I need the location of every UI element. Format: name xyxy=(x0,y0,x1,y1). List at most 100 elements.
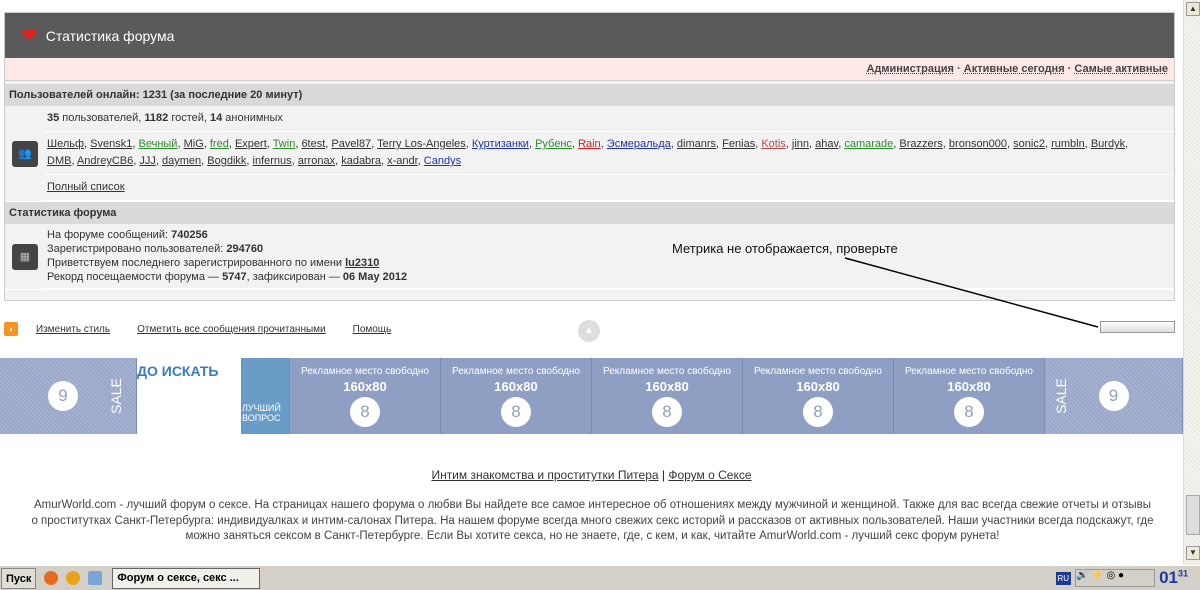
scroll-top-icon[interactable]: ▲ xyxy=(578,320,600,342)
online-user-link[interactable]: Rain xyxy=(578,138,601,150)
heart-icon: ❤ xyxy=(21,25,38,47)
online-user-link[interactable]: Bogdikk xyxy=(207,155,247,167)
online-user-link[interactable]: JJJ xyxy=(139,155,156,167)
online-user-link[interactable]: Fenias xyxy=(722,138,756,150)
online-user-list: Шельф, Svensk1, Вечный, MiG, fred, Exper… xyxy=(45,132,1174,175)
metrika-counter[interactable] xyxy=(1100,321,1175,333)
online-user-link[interactable]: Вечный xyxy=(138,138,178,150)
online-user-link[interactable]: Candys xyxy=(423,155,462,167)
online-user-link[interactable]: x-andr xyxy=(387,155,418,167)
link-most-active[interactable]: Самые активные xyxy=(1074,63,1168,75)
top-links: Администрация · Активные сегодня · Самые… xyxy=(5,58,1174,81)
taskbar: Пуск Форум о сексе, секс ... RU 🔊 ⚡ ◎ ● … xyxy=(0,565,1200,590)
online-user-link[interactable]: 6test xyxy=(301,138,326,150)
online-user-link[interactable]: Куртизанки xyxy=(471,138,529,150)
stats-header: Статистика форума xyxy=(5,202,1174,224)
stats-text: На форуме сообщений: 740256 Зарегистриро… xyxy=(45,224,1174,289)
rss-icon[interactable]: ◗ xyxy=(4,322,18,336)
scroll-up-button[interactable]: ▲ xyxy=(1186,2,1200,16)
online-user-link[interactable]: Svensk1 xyxy=(90,138,133,150)
online-user-link[interactable]: Шельф xyxy=(47,138,85,150)
vertical-scrollbar[interactable]: ▲ ▼ xyxy=(1183,0,1200,565)
online-user-link[interactable]: bronson000 xyxy=(948,138,1008,150)
site-description: AmurWorld.com - лучший форум о сексе. На… xyxy=(31,499,1154,542)
ad-slot[interactable]: Рекламное место свободно 160x80 8 xyxy=(290,358,441,434)
link-active-today[interactable]: Активные сегодня xyxy=(963,63,1065,75)
clock: 0131 xyxy=(1159,568,1188,587)
online-user-link[interactable]: Kotis xyxy=(761,138,786,150)
ad-slot-number: 8 xyxy=(501,397,531,427)
online-user-link[interactable]: sonic2 xyxy=(1013,138,1045,150)
online-user-link[interactable]: Burdyk xyxy=(1090,138,1126,150)
online-user-link[interactable]: Эсмеральда xyxy=(606,138,671,150)
online-user-link[interactable]: ahav xyxy=(815,138,839,150)
ad-banner-question[interactable]: ЛУЧШИЙ ВОПРОС xyxy=(242,358,290,434)
ad-slot-number: 8 xyxy=(803,397,833,427)
ad-slot-number: 8 xyxy=(652,397,682,427)
link-intim[interactable]: Интим знакомства и проститутки Питера xyxy=(431,468,659,482)
online-user-link[interactable]: kadabra xyxy=(341,155,381,167)
scroll-thumb[interactable] xyxy=(1186,495,1200,535)
annotation-text: Метрика не отображается, проверьте xyxy=(672,241,898,256)
sale-banner-right[interactable]: SALE 9 xyxy=(1045,358,1183,434)
ad-slot-text: Рекламное место свободно xyxy=(603,366,731,377)
ad-slot-size: 160x80 xyxy=(796,379,840,394)
panel-title: Статистика форума xyxy=(45,27,175,44)
firefox-icon[interactable] xyxy=(44,571,59,585)
online-user-link[interactable]: fred xyxy=(209,138,229,150)
online-user-link[interactable]: dimanrs xyxy=(676,138,717,150)
online-user-link[interactable]: camarade xyxy=(844,138,894,150)
ad-slot-number: 8 xyxy=(954,397,984,427)
ad-slot-text: Рекламное место свободно xyxy=(754,366,882,377)
ad-banner-search[interactable]: ДО ИСКАТЬ xyxy=(137,358,242,434)
online-user-link[interactable]: jinn xyxy=(791,138,810,150)
scroll-down-button[interactable]: ▼ xyxy=(1186,546,1200,560)
ad-slot-size: 160x80 xyxy=(494,379,538,394)
online-user-link[interactable]: rumbln xyxy=(1051,138,1085,150)
forum-stats-panel: ❤ Статистика форума Администрация · Акти… xyxy=(4,12,1175,301)
sale-banner-left[interactable]: 9 SALE xyxy=(0,358,137,434)
ad-slot-text: Рекламное место свободно xyxy=(452,366,580,377)
help-link[interactable]: Помощь xyxy=(352,323,392,335)
ad-slot[interactable]: Рекламное место свободно 160x80 8 xyxy=(441,358,592,434)
online-user-link[interactable]: AndreyCB6 xyxy=(76,155,134,167)
online-user-link[interactable]: daymen xyxy=(161,155,202,167)
online-user-link[interactable]: infernus xyxy=(252,155,292,167)
online-user-link[interactable]: Рубенс xyxy=(535,138,572,150)
ad-slot-size: 160x80 xyxy=(645,379,689,394)
online-user-link[interactable]: Twin xyxy=(272,138,296,150)
taskbar-window-button[interactable]: Форум о сексе, секс ... xyxy=(112,567,261,589)
online-header: Пользователей онлайн: 1231 (за последние… xyxy=(5,84,1174,106)
ad-slot-text: Рекламное место свободно xyxy=(301,366,429,377)
panel-header: ❤ Статистика форума xyxy=(5,13,1174,58)
ad-slot-size: 160x80 xyxy=(343,379,387,394)
change-style-link[interactable]: Изменить стиль xyxy=(36,323,111,335)
mark-read-link[interactable]: Отметить все сообщения прочитанными xyxy=(137,323,326,335)
newest-user-link[interactable]: lu2310 xyxy=(345,257,380,269)
online-user-link[interactable]: Terry Los-Angeles xyxy=(377,138,466,150)
online-user-link[interactable]: Expert xyxy=(234,138,267,150)
banner-row: 9 SALE ДО ИСКАТЬ ЛУЧШИЙ ВОПРОС Рекламное… xyxy=(0,358,1183,434)
system-tray: RU 🔊 ⚡ ◎ ● 0131 xyxy=(1055,567,1200,589)
link-forum[interactable]: Форум о Сексе xyxy=(668,468,752,482)
desktop-icon[interactable] xyxy=(88,571,103,585)
ad-slot[interactable]: Рекламное место свободно 160x80 8 xyxy=(894,358,1045,434)
ad-slot[interactable]: Рекламное место свободно 160x80 8 xyxy=(592,358,743,434)
link-administration[interactable]: Администрация xyxy=(866,63,954,75)
online-user-link[interactable]: Pavel87 xyxy=(331,138,372,150)
online-user-link[interactable]: Brazzers xyxy=(899,138,943,150)
online-user-link[interactable]: DMB xyxy=(47,155,72,167)
site-links: Интим знакомства и проститутки Питера | … xyxy=(431,468,752,482)
start-button[interactable]: Пуск xyxy=(1,567,37,589)
ad-slot-size: 160x80 xyxy=(947,379,991,394)
tray-icons[interactable]: 🔊 ⚡ ◎ ● xyxy=(1075,569,1156,587)
language-indicator[interactable]: RU xyxy=(1055,571,1072,585)
ad-slot-number: 8 xyxy=(350,397,380,427)
full-list-link[interactable]: Полный список xyxy=(47,181,125,193)
ad-slot[interactable]: Рекламное место свободно 160x80 8 xyxy=(743,358,894,434)
stats-icon: ▦ xyxy=(12,243,38,270)
online-user-link[interactable]: arronax xyxy=(297,155,336,167)
app-icon[interactable] xyxy=(66,571,81,585)
online-user-link[interactable]: MiG xyxy=(183,138,204,150)
ad-slot-text: Рекламное место свободно xyxy=(905,366,1033,377)
